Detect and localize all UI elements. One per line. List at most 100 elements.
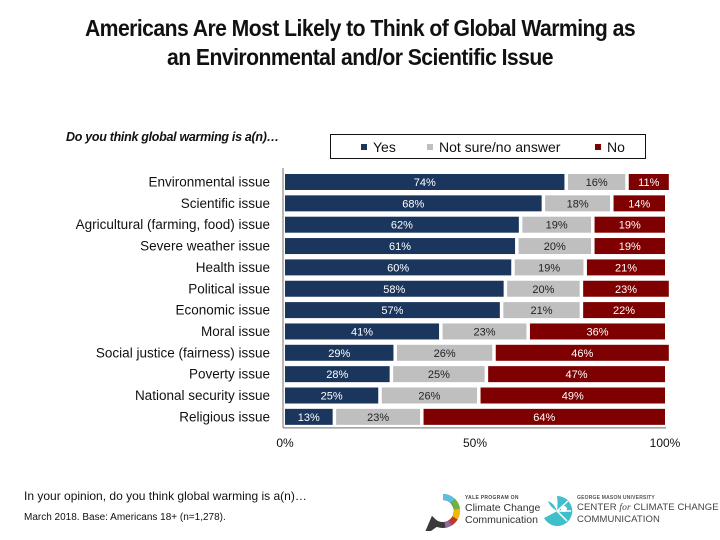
data-label: 23% <box>473 326 495 338</box>
gmu-logo: GEORGE MASON UNIVERSITY CENTER for CLIMA… <box>540 493 719 531</box>
data-label: 41% <box>351 326 373 338</box>
bar-segment-yes <box>285 216 519 233</box>
data-label: 14% <box>628 198 650 210</box>
bar-segment-no <box>613 195 665 212</box>
bar-segment-yes <box>285 195 542 212</box>
data-label: 23% <box>367 412 389 424</box>
gmu-logo-text: CENTER for CLIMATE CHANGE COMMUNICATION <box>577 502 719 526</box>
bar-segment-no <box>583 280 669 297</box>
data-label: 19% <box>538 262 560 274</box>
chart-title-line-1: Americans Are Most Likely to Think of Gl… <box>84 15 636 41</box>
gmu-logo-line-1: CENTER for CLIMATE CHANGE <box>577 502 719 514</box>
bar-segment-no <box>594 216 665 233</box>
x-tick-label: 100% <box>650 436 681 450</box>
category-label: Agricultural (farming, food) issue <box>76 217 270 232</box>
bar-segment-not-sure-no-answer <box>336 408 421 425</box>
legend-item-yes: Yes <box>361 139 396 155</box>
data-label: 25% <box>428 369 450 381</box>
legend-item-not-sure: Not sure/no answer <box>427 139 560 155</box>
data-label: 29% <box>328 348 350 360</box>
yale-speech-bubble-icon <box>425 494 461 531</box>
legend-swatch-yes <box>361 144 367 150</box>
data-label: 36% <box>586 326 608 338</box>
bar-segment-yes <box>285 302 500 319</box>
data-label: 60% <box>387 262 409 274</box>
gmu-logo-small-text: GEORGE MASON UNIVERSITY <box>577 495 655 501</box>
category-label: Health issue <box>196 260 270 275</box>
data-label: 25% <box>321 391 343 403</box>
data-label: 20% <box>544 241 566 253</box>
bar-segment-yes <box>285 259 512 276</box>
gmu-logo-climate-change: CLIMATE CHANGE <box>630 502 719 513</box>
bar-segment-yes <box>285 280 504 297</box>
bar-segment-not-sure-no-answer <box>396 344 493 361</box>
bar-segment-not-sure-no-answer <box>545 195 611 212</box>
legend-label-not-sure: Not sure/no answer <box>439 139 561 155</box>
category-label: Religious issue <box>179 409 270 424</box>
legend-label-yes: Yes <box>373 139 396 155</box>
category-label: Moral issue <box>201 324 270 339</box>
data-label: 19% <box>619 220 641 232</box>
footnote-question: In your opinion, do you think global war… <box>24 489 307 503</box>
legend-swatch-no <box>595 144 601 150</box>
legend: Yes Not sure/no answer No <box>330 134 646 159</box>
x-tick-label: 50% <box>463 436 487 450</box>
data-label: 28% <box>326 369 348 381</box>
bar-segment-no <box>495 344 669 361</box>
data-label: 46% <box>571 348 593 360</box>
data-label: 47% <box>566 369 588 381</box>
data-label: 20% <box>532 284 554 296</box>
yale-logo-line-1: Climate Change <box>465 502 541 514</box>
yale-logo-line-2: Communication <box>465 514 538 526</box>
bar-segment-no <box>586 259 665 276</box>
bar-segment-not-sure-no-answer <box>514 259 584 276</box>
gmu-nautilus-icon <box>544 495 573 526</box>
bar-segment-no <box>594 238 665 255</box>
data-label: 57% <box>381 305 403 317</box>
data-label: 49% <box>562 391 584 403</box>
category-label: Scientific issue <box>181 196 270 211</box>
legend-swatch-not-sure <box>427 144 433 150</box>
gmu-logo-center: CENTER <box>577 502 620 513</box>
data-label: 74% <box>414 177 436 189</box>
bar-segment-not-sure-no-answer <box>567 174 626 190</box>
data-label: 68% <box>402 198 424 210</box>
bar-segment-yes <box>285 238 516 255</box>
bar-segment-no <box>423 408 665 425</box>
category-label: Political issue <box>188 281 270 296</box>
chart-title: Americans Are Most Likely to Think of Gl… <box>29 14 691 72</box>
category-label: Economic issue <box>175 303 270 318</box>
bar-segment-no <box>529 323 665 340</box>
legend-item-no: No <box>595 139 625 155</box>
bar-segment-yes <box>285 344 394 361</box>
data-label: 61% <box>389 241 411 253</box>
yale-logo: YALE PROGRAM ON Climate Change Communica… <box>425 493 540 531</box>
bar-segment-no <box>480 387 665 404</box>
category-label: Poverty issue <box>189 367 270 382</box>
data-label: 19% <box>619 241 641 253</box>
bar-segment-no <box>488 366 665 383</box>
yale-logo-text: Climate Change Communication <box>465 502 540 526</box>
data-label: 16% <box>586 177 608 189</box>
data-label: 21% <box>615 262 637 274</box>
data-label: 21% <box>530 305 552 317</box>
data-label: 22% <box>613 305 635 317</box>
yale-logo-small-text: YALE PROGRAM ON <box>465 495 519 501</box>
data-label: 26% <box>418 391 440 403</box>
bar-segment-no <box>583 302 665 319</box>
legend-label-no: No <box>607 139 625 155</box>
data-label: 13% <box>298 412 320 424</box>
bar-segment-not-sure-no-answer <box>507 280 580 297</box>
data-label: 18% <box>567 198 589 210</box>
data-label: 26% <box>434 348 456 360</box>
data-label: 64% <box>533 412 555 424</box>
bar-segment-not-sure-no-answer <box>518 238 592 255</box>
bar-segment-not-sure-no-answer <box>381 387 478 404</box>
bar-segment-not-sure-no-answer <box>522 216 592 233</box>
bar-segment-yes <box>285 366 390 383</box>
data-label: 62% <box>391 220 413 232</box>
bar-segment-not-sure-no-answer <box>442 323 527 340</box>
bar-segment-no <box>628 174 669 190</box>
category-label: Severe weather issue <box>140 239 270 254</box>
